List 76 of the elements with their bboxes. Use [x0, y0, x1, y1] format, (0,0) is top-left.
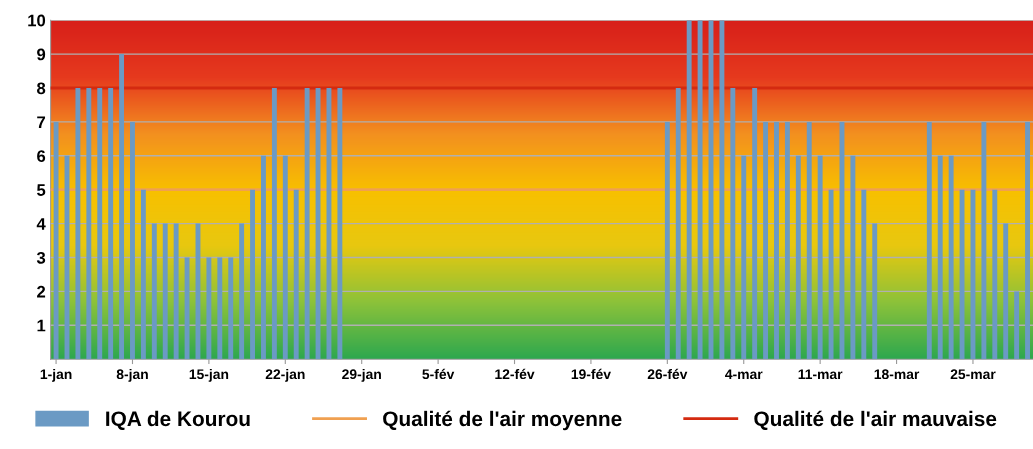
bar	[184, 257, 190, 360]
bar	[206, 257, 212, 360]
bar	[261, 155, 266, 360]
x-tick-label: 25-mar	[950, 369, 996, 380]
bar	[795, 155, 801, 360]
bar	[828, 189, 834, 360]
bar	[763, 121, 769, 360]
bar	[861, 189, 867, 360]
x-tick-label: 26-fév	[647, 368, 688, 380]
x-tick-label: 15-jan	[189, 368, 229, 382]
bar	[784, 121, 790, 360]
x-tick-label: 22-jan	[265, 368, 305, 382]
x-tick-label: 8-jan	[116, 368, 148, 382]
bar	[1025, 121, 1030, 360]
bar	[282, 155, 288, 360]
bar	[86, 88, 92, 360]
y-tick-label: 5	[37, 184, 46, 196]
bar	[217, 257, 223, 360]
bar	[719, 20, 725, 360]
bar	[981, 121, 987, 360]
x-tick-label: 12-fév	[495, 368, 535, 380]
bar	[250, 189, 256, 360]
bar	[239, 223, 245, 360]
legend-label: Qualité de l'air mauvaise	[754, 410, 997, 431]
x-tick-label: 29-jan	[342, 368, 381, 382]
y-tick-label: 6	[37, 150, 46, 163]
x-tick-label: 18-mar	[874, 369, 920, 380]
y-tick-label: 2	[37, 285, 46, 298]
bar	[140, 189, 146, 360]
bar	[992, 189, 998, 360]
x-tick-label: 19-fév	[571, 368, 611, 380]
bar	[108, 88, 114, 360]
bar	[948, 155, 954, 360]
y-tick-label: 4	[36, 218, 46, 230]
bar	[162, 223, 168, 360]
x-tick-label: 1-jan	[40, 368, 72, 382]
bar	[130, 121, 135, 360]
bar	[271, 88, 277, 360]
bar	[926, 121, 932, 360]
bar	[675, 88, 681, 360]
x-tick-label: 4-mar	[725, 369, 763, 380]
y-tick-label: 3	[36, 251, 46, 264]
bar	[872, 223, 878, 360]
y-tick-label: 8	[37, 82, 46, 95]
y-tick-label: 1	[37, 319, 46, 332]
bar	[850, 155, 856, 360]
bar	[774, 121, 779, 360]
bar	[293, 189, 299, 360]
y-tick-label: 10	[28, 14, 46, 27]
bar	[304, 88, 310, 360]
x-tick-label: 11-mar	[798, 369, 843, 380]
bar	[697, 20, 703, 360]
bar	[53, 121, 59, 360]
x-tick-label: 5-fév	[422, 368, 455, 380]
y-tick-label: 7	[37, 116, 46, 128]
bar	[686, 20, 692, 360]
bar	[119, 54, 125, 360]
bar	[806, 121, 812, 360]
bar	[1003, 223, 1009, 360]
bar	[75, 88, 81, 360]
bar	[1014, 291, 1020, 360]
legend-label: IQA de Kourou	[106, 410, 250, 431]
legend-label: Qualité de l'air moyenne	[383, 410, 622, 431]
bar	[151, 223, 157, 360]
y-tick-label: 9	[37, 48, 46, 61]
bar	[173, 223, 179, 360]
bar	[664, 121, 670, 360]
bar	[337, 88, 343, 360]
bar	[730, 88, 736, 360]
bar	[97, 88, 103, 360]
bar	[741, 155, 747, 360]
bar	[228, 257, 234, 360]
bar	[937, 155, 943, 360]
bar	[817, 155, 823, 360]
bar	[959, 189, 965, 360]
bar	[752, 88, 758, 360]
